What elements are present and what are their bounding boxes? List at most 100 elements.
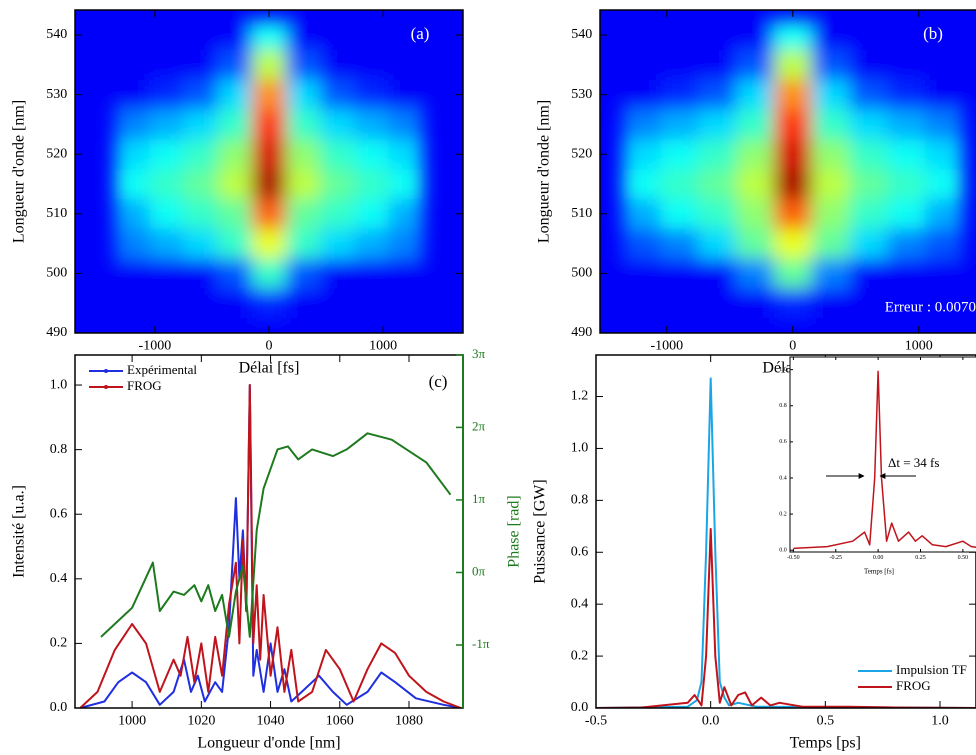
panel-label: (c) — [429, 372, 448, 391]
heatmap-cell — [149, 228, 184, 259]
heatmap-cell — [286, 20, 321, 50]
heatmap-cell — [114, 20, 150, 50]
heatmap-cell — [149, 258, 184, 289]
x-tick-label: 1000 — [905, 339, 933, 354]
heatmap-cell — [149, 109, 184, 140]
heatmap-cell — [887, 288, 926, 319]
heatmap-cell — [149, 288, 184, 319]
heatmap-cell — [849, 79, 888, 110]
y-tick-label: 0.0 — [571, 700, 589, 715]
heatmap-cell — [320, 198, 355, 229]
heatmap-cell — [622, 139, 661, 170]
heatmap-cell — [251, 79, 287, 110]
heatmap-cell — [773, 198, 812, 229]
heatmap-cell — [887, 139, 926, 170]
heatmap-cell — [811, 109, 850, 140]
x-tick-label: -0.50 — [787, 555, 800, 561]
y-tick-label: 0.6 — [779, 439, 787, 445]
heatmap-cell — [773, 79, 812, 110]
legend-label: Impulsion TF — [896, 662, 967, 677]
frame — [599, 9, 976, 334]
annotation: Erreur : 0.0070 — [885, 299, 976, 315]
heatmap-cell — [660, 228, 699, 259]
heatmap-cell — [286, 109, 321, 140]
heatmap-cell — [849, 169, 888, 199]
heatmap-cell — [811, 228, 850, 259]
heatmap-cell — [183, 20, 218, 50]
heatmap-cell — [698, 228, 737, 259]
heatmap-cell — [251, 20, 287, 50]
y-tick-label: 0.8 — [571, 493, 589, 508]
heatmap-cell — [114, 258, 150, 289]
heatmap-cell — [286, 228, 321, 259]
heatmap-cell — [388, 49, 424, 80]
y-axis-label: Intensité [u.a.] — [11, 485, 28, 578]
heatmap-cell — [286, 79, 321, 110]
heatmap-cell — [320, 49, 355, 80]
heatmap-cell — [622, 169, 661, 199]
heatmap-cell — [887, 258, 926, 289]
plot-area — [79, 384, 462, 708]
x-tick-label: 1.0 — [931, 714, 949, 729]
heatmap-cell — [925, 288, 963, 319]
heatmap-cell — [320, 288, 355, 319]
inset-x-axis-label: Temps [fs] — [864, 568, 894, 576]
heatmap-cell — [149, 169, 184, 199]
y-tick-label: 0.6 — [50, 506, 68, 521]
heatmap-cell — [811, 288, 850, 319]
heatmap-cell — [251, 169, 287, 199]
heatmap-cell — [660, 20, 699, 50]
heatmap-cell — [286, 49, 321, 80]
line-series — [100, 432, 452, 638]
line-series — [793, 370, 976, 550]
heatmap-cell — [114, 169, 150, 199]
heatmap-cell — [217, 109, 252, 140]
line-series — [79, 384, 462, 708]
legend-marker — [104, 385, 108, 389]
heatmap-cell — [114, 109, 150, 140]
heatmap-cell — [925, 139, 963, 170]
heatmap-cell — [736, 139, 774, 170]
heatmap-cell — [925, 20, 963, 50]
heatmap-cell — [286, 288, 321, 319]
heatmap-cell — [887, 79, 926, 110]
heatmap-cell — [736, 169, 774, 199]
heatmap-cell — [388, 169, 424, 199]
x-axis-label: Longueur d'onde [nm] — [197, 735, 340, 752]
heatmap-cell — [320, 109, 355, 140]
heatmap-cell — [849, 228, 888, 259]
heatmap-cell — [320, 20, 355, 50]
y-tick-label: 0.8 — [779, 403, 787, 409]
y-tick-label: 530 — [571, 87, 592, 102]
heatmap-cell — [354, 109, 389, 140]
heatmap-cell — [217, 20, 252, 50]
y-tick-label: 0.2 — [779, 511, 787, 517]
heatmap-cell — [217, 198, 252, 229]
y-tick-label: 0.4 — [779, 475, 787, 481]
heatmap-cell — [251, 198, 287, 229]
heatmap-cell — [354, 20, 389, 50]
legend-label: FROG — [127, 378, 162, 393]
heatmap-cell — [622, 79, 661, 110]
y2-tick-label: 3π — [472, 346, 486, 361]
heatmap-cell — [698, 288, 737, 319]
x-tick-label: 1000 — [118, 714, 146, 729]
frame — [595, 354, 976, 709]
y-tick-label: 0.2 — [571, 648, 589, 663]
heatmap-cell — [811, 258, 850, 289]
legend-label: Expérimental — [127, 362, 197, 377]
x-axis-label: Délai [fs] — [239, 360, 300, 377]
y-tick-label: 0.6 — [571, 544, 589, 559]
y-tick-label: 500 — [571, 266, 592, 281]
heatmap-cell — [320, 228, 355, 259]
heatmap-cell — [925, 169, 963, 199]
heatmap-cell — [286, 258, 321, 289]
y2-tick-label: 0π — [472, 563, 486, 578]
heatmap-cell — [736, 79, 774, 110]
heatmap-cell — [736, 109, 774, 140]
heatmap-cell — [773, 258, 812, 289]
heatmap-cell — [849, 49, 888, 80]
heatmap-cell — [149, 79, 184, 110]
y-tick-label: 0.4 — [50, 571, 68, 586]
